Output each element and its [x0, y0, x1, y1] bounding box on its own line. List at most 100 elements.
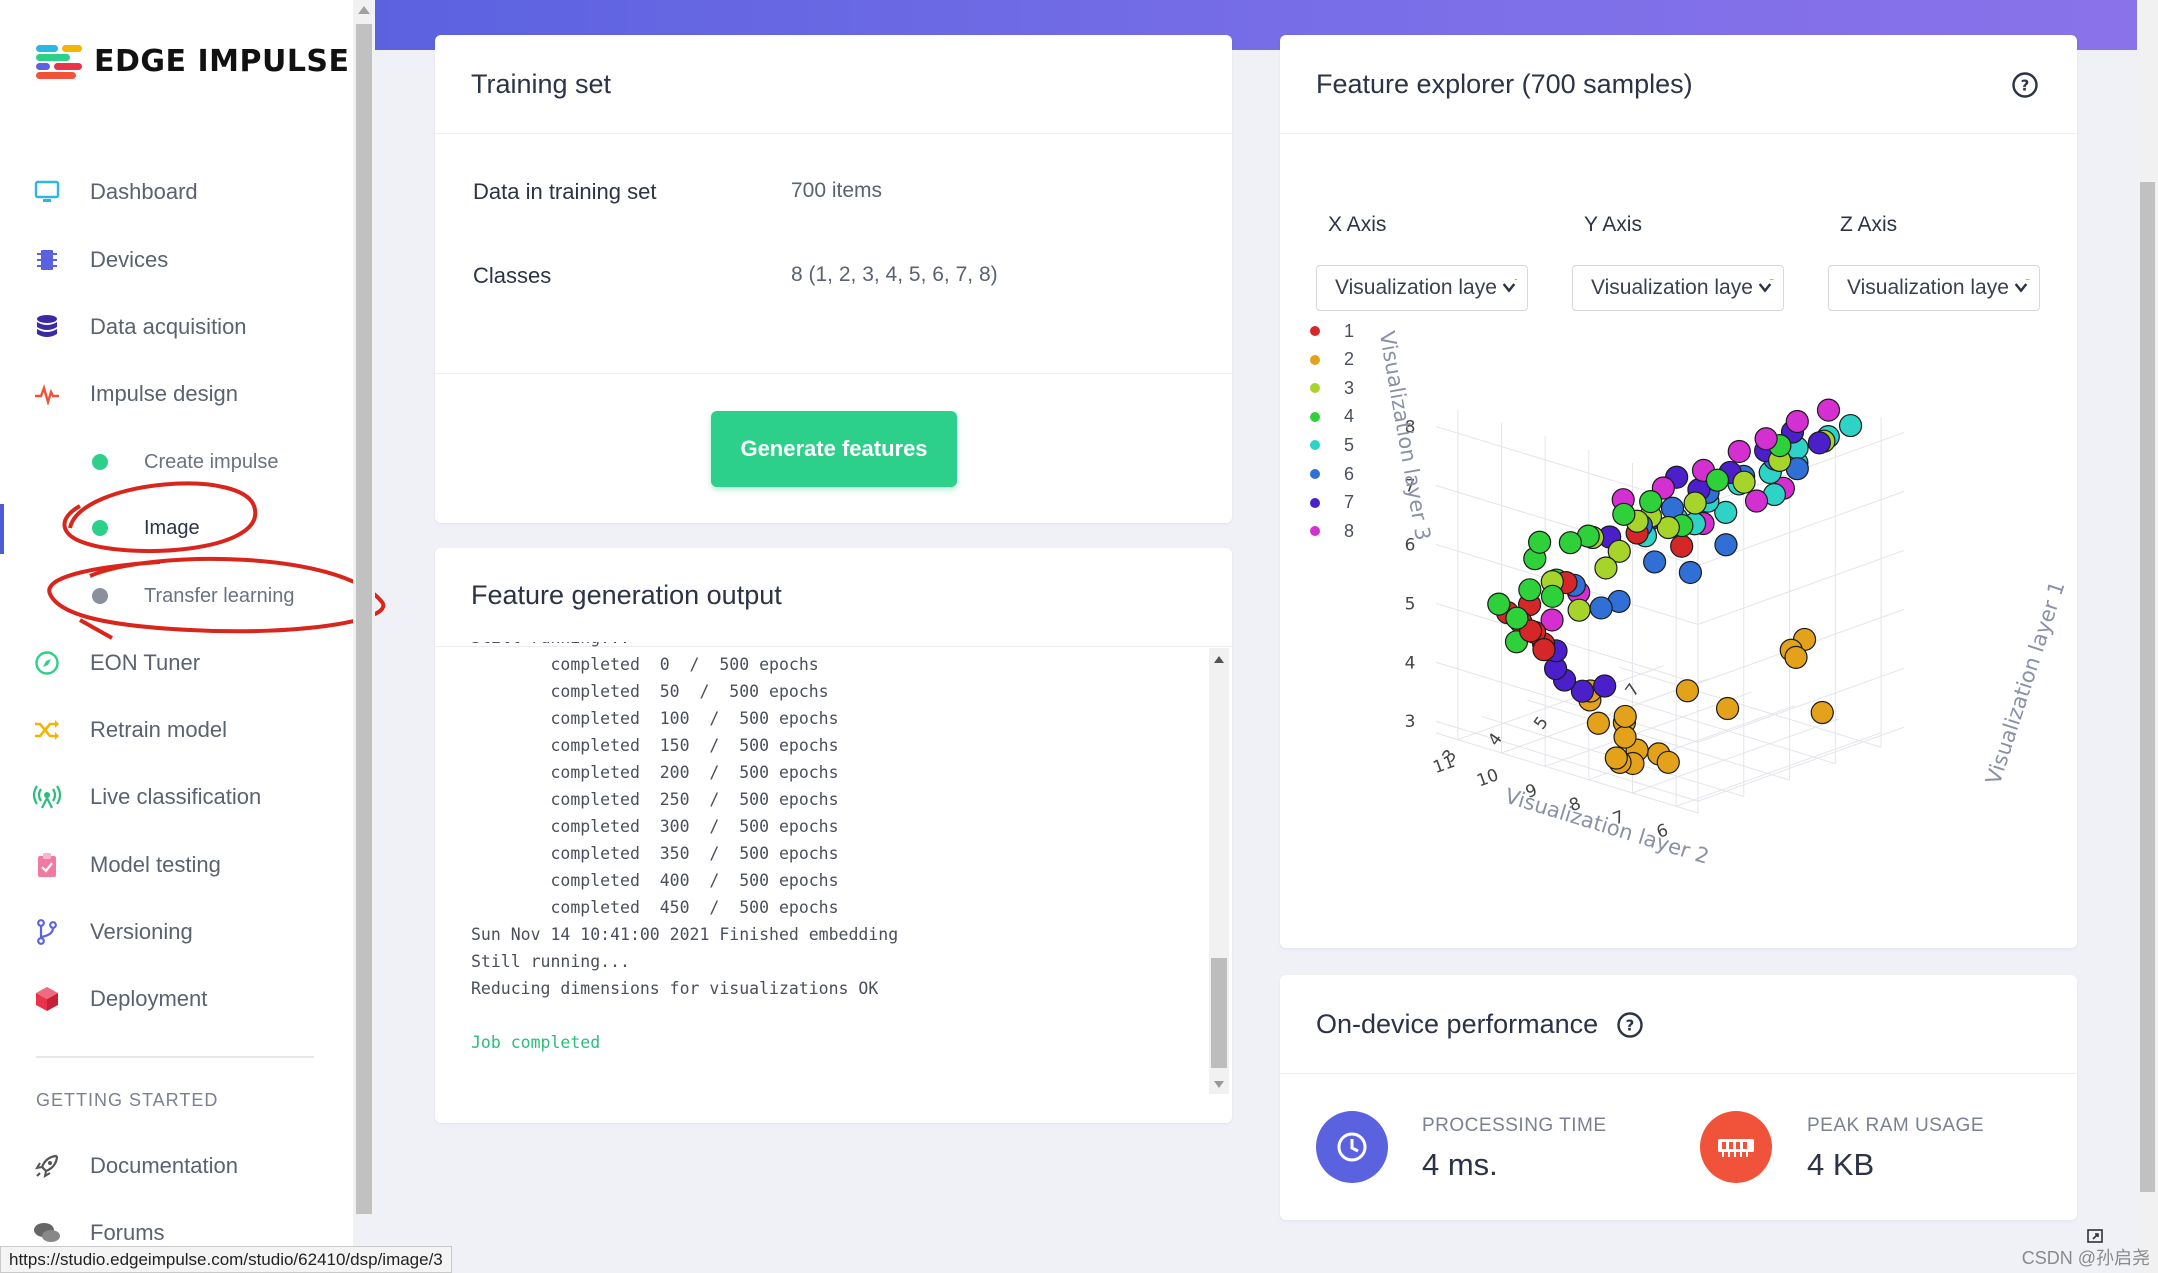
scatter-point[interactable]: [1594, 556, 1618, 580]
scatter-point[interactable]: [1589, 596, 1613, 620]
sidebar-item-documentation[interactable]: Documentation: [32, 1146, 238, 1186]
peak-ram-badge: [1700, 1111, 1772, 1183]
sidebar-item-devices[interactable]: Devices: [32, 240, 168, 280]
grid-line: [1435, 661, 1699, 743]
scatter-point[interactable]: [1567, 598, 1591, 622]
scatter-3d-chart[interactable]: 3456786789101134567Visualization layer 3…: [1280, 325, 2077, 885]
y-axis-select[interactable]: Visualization layer 2: [1572, 265, 1784, 311]
legend-item[interactable]: 8: [1310, 519, 1354, 543]
svg-text:?: ?: [2021, 77, 2030, 95]
log-scrollbar-thumb[interactable]: [1211, 958, 1227, 1068]
grid-line: [1435, 720, 1699, 802]
sidebar-item-data-acquisition[interactable]: Data acquisition: [32, 307, 247, 347]
log-scrollbar[interactable]: [1209, 648, 1229, 1094]
scatter-point[interactable]: [1675, 679, 1700, 703]
scatter-point[interactable]: [1807, 431, 1831, 455]
scatter-point[interactable]: [1838, 413, 1863, 438]
generate-features-button[interactable]: Generate features: [711, 411, 957, 487]
sidebar-item-versioning[interactable]: Versioning: [32, 912, 193, 952]
help-icon[interactable]: ?: [1616, 1011, 1644, 1039]
legend-label: 1: [1344, 320, 1355, 341]
scatter-point[interactable]: [1612, 502, 1636, 526]
scatter-point[interactable]: [1505, 606, 1529, 630]
log-line: completed 0 / 500 epochs: [471, 655, 819, 674]
legend-label: 8: [1344, 520, 1355, 541]
scatter-point[interactable]: [1732, 470, 1756, 494]
scatter-point[interactable]: [1540, 608, 1564, 632]
sidebar-subitem-transfer-learning[interactable]: Transfer learning: [92, 578, 294, 614]
log-output[interactable]: Still running... completed 0 / 500 epoch…: [471, 642, 1223, 1092]
main-scrollbar[interactable]: [2137, 0, 2158, 1273]
scatter-point[interactable]: [1570, 679, 1595, 703]
scatter-point[interactable]: [1670, 534, 1694, 558]
scroll-down-arrow-icon[interactable]: [1214, 1081, 1224, 1088]
scatter-point[interactable]: [1639, 490, 1663, 514]
help-icon[interactable]: ?: [2011, 71, 2039, 99]
scatter-point[interactable]: [1532, 638, 1556, 662]
section-label: GETTING STARTED: [36, 1090, 219, 1110]
scatter-point[interactable]: [1613, 704, 1637, 729]
sidebar-scrollbar-thumb[interactable]: [356, 24, 372, 1214]
legend-label: 4: [1344, 406, 1355, 427]
brand-logo[interactable]: EDGE IMPULSE: [36, 44, 350, 79]
scatter-point[interactable]: [1715, 696, 1740, 721]
z-axis-select[interactable]: Visualization layer 3: [1828, 265, 2040, 311]
scatter-point[interactable]: [1754, 427, 1778, 451]
scatter-point[interactable]: [1643, 550, 1667, 574]
legend-item[interactable]: 6: [1310, 462, 1354, 486]
scatter-point[interactable]: [1744, 489, 1769, 513]
scatter-point[interactable]: [1727, 439, 1751, 464]
scatter-point[interactable]: [1714, 500, 1738, 524]
scatter-point[interactable]: [1810, 700, 1834, 725]
tick-label: 5: [1530, 713, 1553, 733]
database-icon: [32, 312, 62, 342]
window-resize-icon[interactable]: [2086, 1228, 2106, 1246]
scatter-point[interactable]: [1785, 409, 1809, 434]
scatter-point[interactable]: [1656, 515, 1680, 540]
scatter-point[interactable]: [1784, 645, 1808, 669]
legend-item[interactable]: 7: [1310, 491, 1354, 515]
sidebar-item-impulse-design[interactable]: Impulse design: [32, 374, 238, 414]
scatter-point[interactable]: [1487, 592, 1511, 616]
x-axis-select[interactable]: Visualization layer 1: [1316, 265, 1528, 311]
scatter-point[interactable]: [1540, 584, 1565, 608]
legend-item[interactable]: 3: [1310, 376, 1354, 400]
scatter-point[interactable]: [1613, 725, 1637, 749]
scatter-point[interactable]: [1656, 750, 1680, 774]
sidebar-scrollbar[interactable]: [353, 0, 375, 1215]
legend-item[interactable]: 2: [1310, 348, 1354, 372]
scatter-point[interactable]: [1816, 398, 1841, 422]
log-line: completed 350 / 500 epochs: [471, 844, 839, 863]
scroll-up-arrow-icon[interactable]: [1214, 656, 1224, 663]
scatter-point[interactable]: [1593, 674, 1617, 698]
sidebar-subitem-create-impulse[interactable]: Create impulse: [92, 444, 279, 480]
scatter-point[interactable]: [1683, 491, 1707, 515]
sidebar-subitem-image[interactable]: Image: [92, 510, 200, 546]
scatter-point[interactable]: [1705, 468, 1730, 492]
sidebar-item-forums[interactable]: Forums: [32, 1213, 165, 1253]
scatter-point[interactable]: [1528, 530, 1552, 554]
legend-marker: [1310, 326, 1320, 336]
scatter-point[interactable]: [1558, 531, 1582, 555]
sidebar-item-deployment[interactable]: Deployment: [32, 979, 207, 1019]
log-line: completed 150 / 500 epochs: [471, 736, 839, 755]
legend-item[interactable]: 4: [1310, 405, 1354, 429]
scatter-point[interactable]: [1604, 746, 1628, 770]
scatter-point[interactable]: [1586, 711, 1611, 735]
main-scrollbar-thumb[interactable]: [2140, 182, 2155, 1192]
chip-icon: [32, 245, 62, 275]
legend-item[interactable]: 1: [1310, 319, 1354, 343]
scatter-point[interactable]: [1607, 539, 1631, 563]
scatter-point[interactable]: [1714, 533, 1738, 557]
sidebar-item-eon-tuner[interactable]: EON Tuner: [32, 643, 200, 683]
z-axis-select-value: Visualization layer 3: [1847, 276, 2034, 299]
sidebar-item-retrain-model[interactable]: Retrain model: [32, 710, 227, 750]
sidebar-item-dashboard[interactable]: Dashboard: [32, 172, 198, 212]
sidebar-item-model-testing[interactable]: Model testing: [32, 845, 221, 885]
scatter-point[interactable]: [1678, 560, 1702, 585]
scatter-point[interactable]: [1518, 578, 1542, 602]
legend-item[interactable]: 5: [1310, 433, 1354, 457]
sidebar-item-live-classification[interactable]: Live classification: [32, 777, 261, 817]
scroll-up-arrow-icon[interactable]: [358, 6, 370, 14]
axis-title: Visualization layer 3: [1375, 329, 1435, 542]
